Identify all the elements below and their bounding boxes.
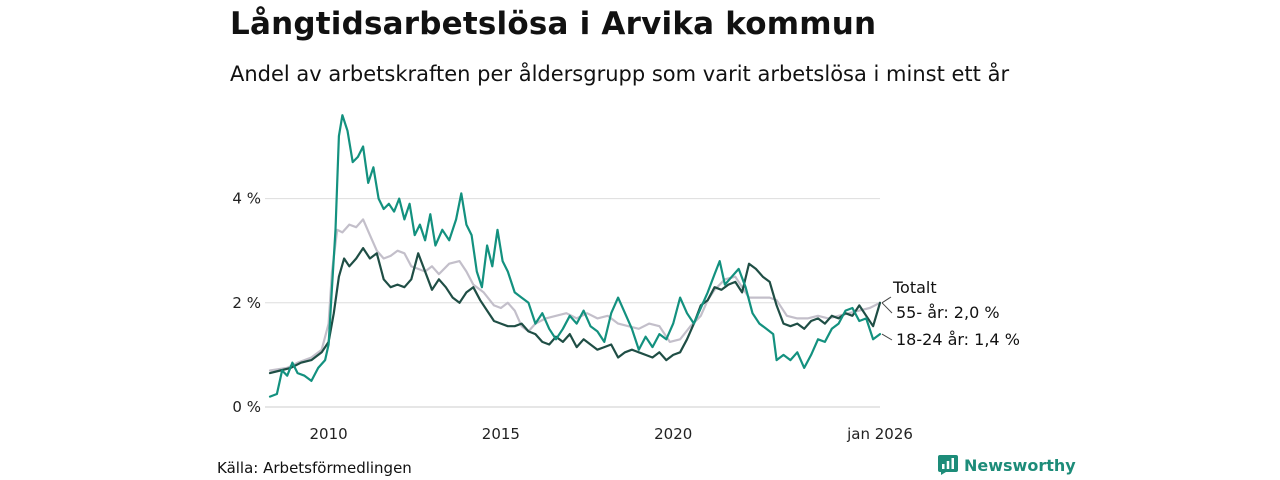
- chart-title: Långtidsarbetslösa i Arvika kommun: [230, 6, 877, 42]
- bar-chart-logo-icon: [938, 455, 958, 475]
- series-label-leader: [881, 302, 893, 314]
- source-note: Källa: Arbetsförmedlingen: [217, 459, 412, 477]
- x-tick-label: 2020: [654, 425, 692, 443]
- series-line-18-24-r: [268, 114, 882, 398]
- brand-name: Newsworthy: [964, 455, 1076, 475]
- series-line-totalt: [268, 218, 882, 372]
- y-tick-label: 0 %: [232, 398, 261, 416]
- series-layer: [268, 114, 882, 398]
- series-end-label: 18-24 år: 1,4 %: [896, 330, 1020, 349]
- series-line-55-r: [268, 247, 882, 375]
- y-tick-label: 4 %: [232, 190, 261, 208]
- series-label-leader: [881, 333, 893, 341]
- label-layer: Totalt 55- år: 2,0 % 18-24 år: 1,4 %: [881, 278, 1020, 349]
- x-tick-label: 2015: [482, 425, 520, 443]
- brand-logo: Newsworthy: [938, 455, 1076, 475]
- series-label-leader: [881, 296, 892, 304]
- grid-layer: [265, 198, 880, 408]
- series-end-label: Totalt: [892, 278, 937, 297]
- x-tick-label: 2010: [309, 425, 347, 443]
- series-end-label: 55- år: 2,0 %: [896, 303, 1000, 322]
- axis-layer: 0 % 2 % 4 % 2010 2015 2020 jan 2026: [232, 190, 912, 443]
- chart-subtitle: Andel av arbetskraften per åldersgrupp s…: [230, 62, 1010, 86]
- x-tick-label: jan 2026: [846, 425, 913, 443]
- y-tick-label: 2 %: [232, 294, 261, 312]
